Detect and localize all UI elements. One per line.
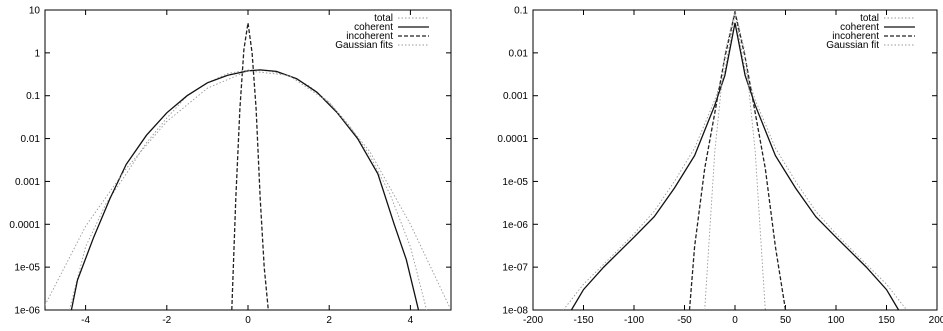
y-tick-label: 1e-08 [502, 306, 528, 317]
legend-label: total [860, 13, 879, 24]
x-tick-label: 0 [245, 315, 251, 326]
x-tick-label: 100 [828, 315, 845, 326]
x-tick-label: 50 [780, 315, 792, 326]
x-tick-label: 150 [878, 315, 895, 326]
plot-frame [532, 9, 938, 311]
x-tick-label: 200 [929, 315, 943, 326]
y-tick-label: 0.1 [514, 6, 528, 17]
legend-label: incoherent [346, 31, 393, 42]
series-line-coherent [570, 22, 900, 310]
x-tick-label: -200 [523, 315, 543, 326]
y-tick-label: 0.01 [509, 48, 529, 59]
y-tick-label: 0.0001 [497, 134, 528, 145]
x-tick-label: -4 [81, 315, 90, 326]
x-tick-label: 0 [732, 315, 738, 326]
x-tick-label: -2 [162, 315, 171, 326]
x-tick-label: -150 [573, 315, 593, 326]
x-tick-label: -50 [677, 315, 692, 326]
y-tick-label: 1e-06 [14, 306, 40, 317]
series-line-incoherent [688, 11, 787, 310]
series-line-incoherent [231, 22, 269, 310]
chart-2: 0.1 0.01 0.001 0.0001 1e-05 1e-06 1e-07 1e-08-2… [497, 6, 943, 327]
legend-label: total [374, 13, 393, 24]
chart-1: 10 1 0.1 0.01 0.001 0.0001 1e-05 1e-06 -4 -2 0 2 4 to… [9, 6, 452, 326]
legend-label: Gaussian fits [335, 40, 393, 51]
x-tick-label: -100 [624, 315, 644, 326]
y-tick-label: 1e-06 [502, 220, 528, 231]
y-tick-label: 1e-05 [14, 263, 40, 274]
legend-label: incoherent [832, 31, 879, 42]
series-line-gaussian-fit [704, 10, 766, 310]
y-tick-label: 1e-05 [502, 177, 528, 188]
legend-label: coherent [354, 22, 393, 33]
x-tick-label: 2 [326, 315, 332, 326]
y-tick-label: 1e-07 [502, 263, 528, 274]
y-tick-label: 0.001 [503, 91, 528, 102]
x-tick-label: 4 [408, 315, 414, 326]
series-line-total [68, 69, 428, 310]
y-tick-label: 0.1 [26, 91, 40, 102]
legend-label: coherent [840, 22, 879, 33]
y-tick-label: 10 [29, 6, 41, 17]
y-tick-label: 1 [34, 48, 40, 59]
plot-frame [44, 9, 452, 311]
y-tick-label: 0.0001 [9, 220, 40, 231]
legend-label: Gaussian fit [826, 40, 879, 51]
series-line-total [562, 14, 908, 310]
series-line-gaussian-fits [45, 70, 451, 310]
y-tick-label: 0.001 [15, 177, 40, 188]
y-tick-label: 0.01 [21, 134, 41, 145]
series-line-coherent [70, 69, 420, 310]
